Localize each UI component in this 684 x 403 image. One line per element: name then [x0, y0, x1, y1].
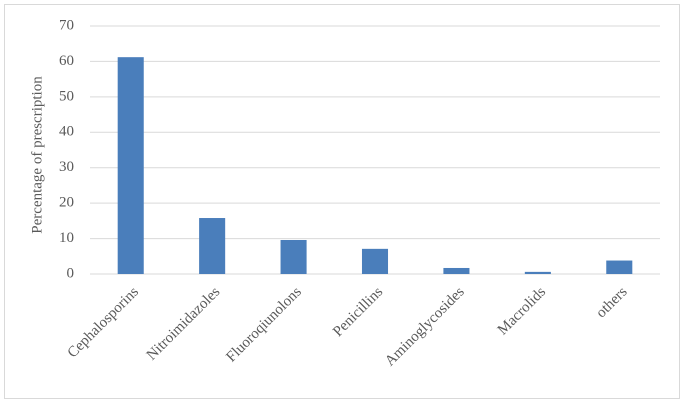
y-tick-label: 40 [59, 124, 74, 140]
bar [361, 248, 389, 274]
y-tick-label: 0 [67, 265, 75, 281]
bar [524, 271, 551, 274]
chart-border [4, 4, 680, 399]
bar [606, 260, 633, 274]
y-tick-label: 60 [59, 53, 74, 69]
bar [443, 267, 470, 274]
bar [199, 218, 226, 274]
y-tick-label: 10 [59, 230, 74, 246]
bar [280, 239, 307, 274]
y-axis-label: Percentage of prescription [29, 76, 45, 234]
y-tick-label: 30 [59, 159, 74, 175]
y-tick-label: 50 [59, 88, 74, 104]
y-tick-label: 20 [59, 195, 74, 211]
bar [117, 57, 144, 275]
y-tick-label: 70 [59, 17, 74, 33]
